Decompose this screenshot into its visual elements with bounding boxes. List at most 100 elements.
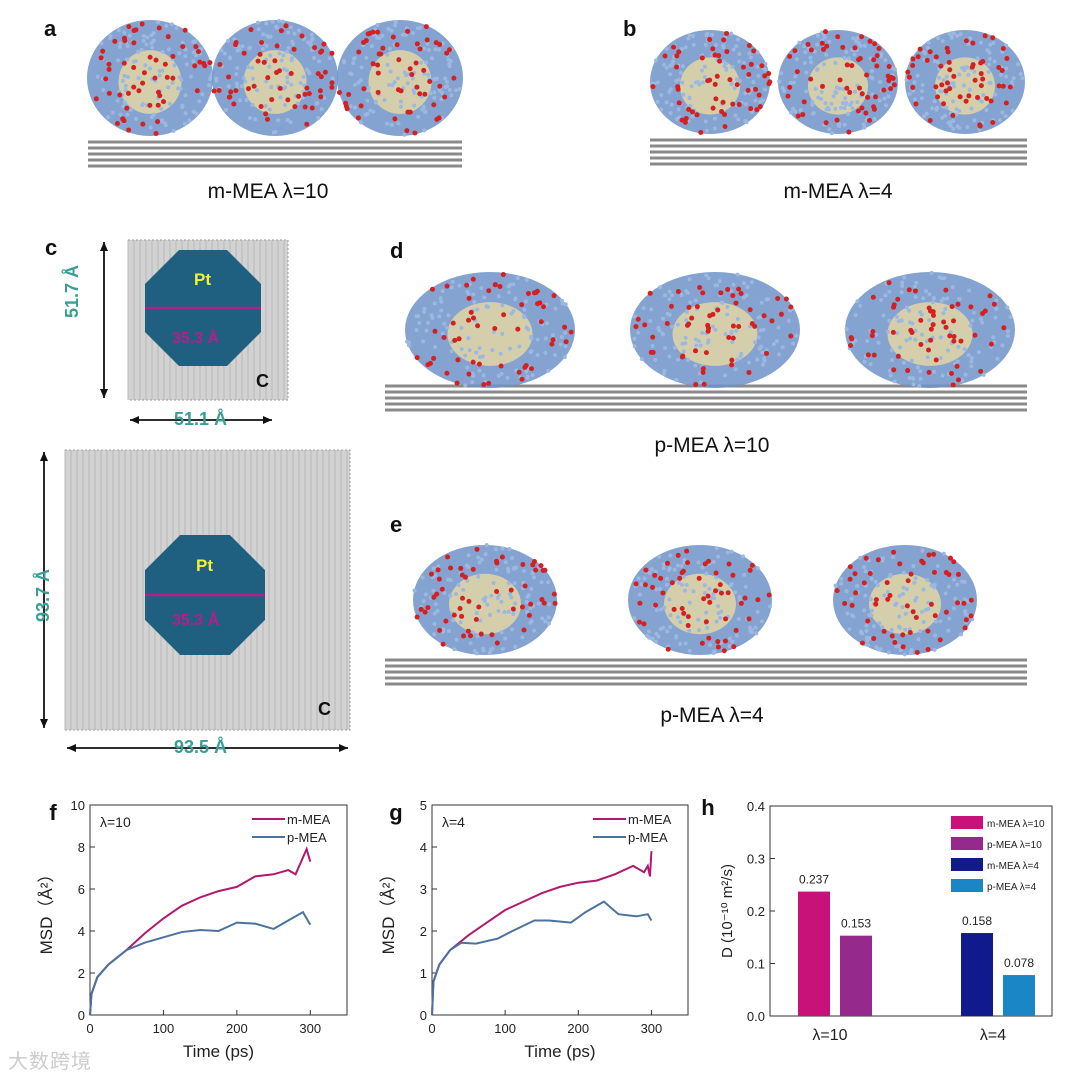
ionomer-atom xyxy=(261,32,266,37)
ionomer-atom xyxy=(511,566,516,571)
bar-p-MEA λ=10 xyxy=(840,935,872,1016)
ionomer-atom xyxy=(1006,329,1011,334)
water-molecule xyxy=(318,74,324,80)
ionomer-atom xyxy=(123,88,128,93)
water-molecule xyxy=(470,566,476,572)
ionomer-atom xyxy=(892,379,897,384)
ionomer-atom xyxy=(864,623,869,628)
ionomer-atom xyxy=(184,62,189,67)
ionomer-atom xyxy=(737,52,742,57)
water-molecule xyxy=(131,28,137,34)
ionomer-atom xyxy=(791,80,796,85)
ionomer-atom xyxy=(890,358,895,363)
ionomer-atom xyxy=(808,60,813,65)
ionomer-atom xyxy=(440,90,445,95)
ionomer-atom xyxy=(399,104,404,109)
ionomer-atom xyxy=(536,601,541,606)
water-molecule xyxy=(459,572,465,578)
ionomer-atom xyxy=(683,641,688,646)
ionomer-atom xyxy=(703,119,708,124)
ionomer-atom xyxy=(842,122,847,127)
ionomer-atom xyxy=(977,127,982,132)
ionomer-atom xyxy=(418,25,423,30)
ionomer-atom xyxy=(180,40,185,45)
water-molecule xyxy=(961,600,967,606)
ionomer-atom xyxy=(433,573,438,578)
ionomer-atom xyxy=(833,106,838,111)
water-molecule xyxy=(757,104,763,110)
water-molecule xyxy=(933,357,939,363)
water-molecule xyxy=(131,40,137,46)
ionomer-atom xyxy=(390,83,395,88)
water-molecule xyxy=(715,307,721,313)
ionomer-atom xyxy=(738,354,743,359)
ionomer-atom xyxy=(845,611,850,616)
ionomer-atom xyxy=(734,44,739,49)
ionomer-atom xyxy=(144,42,149,47)
ionomer-atom xyxy=(741,61,746,66)
ionomer-atom xyxy=(194,111,199,116)
water-molecule xyxy=(972,332,978,338)
water-molecule xyxy=(824,43,830,49)
ionomer-atom xyxy=(395,76,400,81)
ionomer-atom xyxy=(858,303,863,308)
ionomer-atom xyxy=(752,340,757,345)
water-molecule xyxy=(722,638,728,644)
ionomer-atom xyxy=(493,547,498,552)
ionomer-atom xyxy=(948,123,953,128)
water-molecule xyxy=(966,93,972,99)
ionomer-atom xyxy=(247,115,252,120)
ionomer-atom xyxy=(1005,333,1010,338)
water-molecule xyxy=(248,27,254,33)
water-molecule xyxy=(685,614,691,620)
water-molecule xyxy=(693,382,699,388)
ionomer-atom xyxy=(947,31,952,36)
ionomer-atom xyxy=(506,609,511,614)
water-molecule xyxy=(733,627,739,633)
water-molecule xyxy=(730,335,736,341)
ionomer-atom xyxy=(511,611,516,616)
ionomer-atom xyxy=(665,629,670,634)
ionomer-atom xyxy=(1000,110,1005,115)
water-molecule xyxy=(736,286,742,292)
ionomer-atom xyxy=(855,584,860,589)
ionomer-atom xyxy=(270,19,275,24)
ionomer-atom xyxy=(721,43,726,48)
water-molecule xyxy=(269,97,275,103)
water-molecule xyxy=(950,113,956,119)
legend-label: m-MEA xyxy=(287,812,331,827)
ionomer-atom xyxy=(894,331,899,336)
c-axis-label-bottom: C xyxy=(318,699,331,719)
ionomer-atom xyxy=(476,574,481,579)
ionomer-atom xyxy=(943,113,948,118)
water-molecule xyxy=(749,562,755,568)
ionomer-atom xyxy=(683,45,688,50)
ionomer-atom xyxy=(957,297,962,302)
ionomer-cluster-d xyxy=(405,272,575,388)
ionomer-atom xyxy=(869,613,874,618)
ionomer-atom xyxy=(426,47,431,52)
ionomer-atom xyxy=(815,67,820,72)
ionomer-atom xyxy=(871,624,876,629)
water-molecule xyxy=(458,565,464,571)
water-molecule xyxy=(712,52,718,58)
ionomer-atom xyxy=(183,47,188,52)
ionomer-atom xyxy=(170,80,175,85)
water-molecule xyxy=(910,84,916,90)
ionomer-atom xyxy=(967,288,972,293)
ionomer-atom xyxy=(729,81,734,86)
ionomer-atom xyxy=(450,279,455,284)
water-molecule xyxy=(873,601,879,607)
ionomer-atom xyxy=(748,55,753,60)
ionomer-atom xyxy=(824,107,829,112)
ionomer-atom xyxy=(862,125,867,130)
series-line-p-MEA xyxy=(89,910,312,1016)
ionomer-atom xyxy=(121,104,126,109)
water-molecule xyxy=(840,44,846,50)
water-molecule xyxy=(710,46,716,52)
ionomer-atom xyxy=(687,277,692,282)
ionomer-atom xyxy=(467,348,472,353)
ionomer-atom xyxy=(1003,114,1008,119)
ionomer-atom xyxy=(712,126,717,131)
y-tick-label: 0.1 xyxy=(747,957,765,972)
